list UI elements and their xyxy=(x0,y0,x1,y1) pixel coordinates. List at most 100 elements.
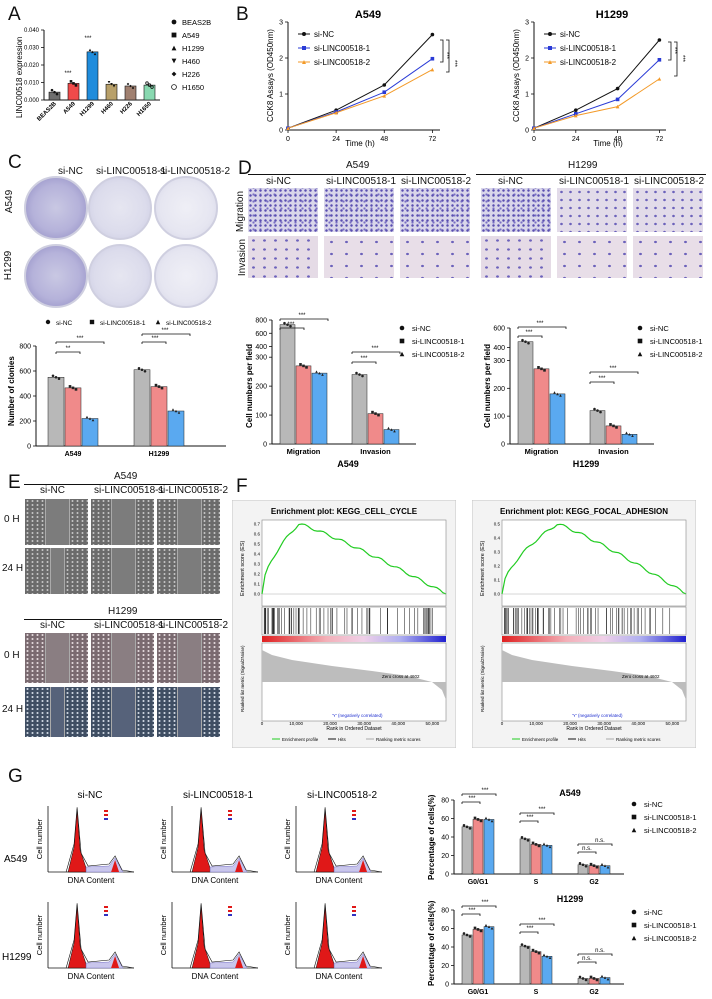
bar-si-LINC00518-1-G0/G1 xyxy=(472,929,484,985)
bar-si-NC-Migration xyxy=(517,341,534,445)
bar-point xyxy=(321,373,324,376)
e-img-a549-si2-24h xyxy=(157,548,220,594)
ytick-label: 400 xyxy=(19,394,31,401)
e-img-h1299-si1-24h xyxy=(91,687,154,737)
g-row-h1299: H1299 xyxy=(2,952,32,963)
d-col-si-nc-a549: si-NC xyxy=(266,176,291,187)
gsea-title-focal-adhesion: Enrichment plot: KEGG_FOCAL_ADHESION xyxy=(500,507,668,516)
b-point xyxy=(430,67,435,72)
bar-point xyxy=(462,824,466,827)
group-label: G0/G1 xyxy=(468,989,489,996)
b-xtick-label: 24 xyxy=(572,136,580,143)
g-hist-g2-peak xyxy=(235,956,244,968)
chart-g-a549-ylabel: Percentage of cells(%) xyxy=(427,794,436,880)
bar-si-LINC00518-2-G0/G1 xyxy=(483,926,495,985)
f2-xtick: 30,000 xyxy=(597,721,611,726)
g-hist-g1-peak xyxy=(191,809,211,873)
g-hist-key xyxy=(352,810,356,812)
chart-c-sig-a549-1: ** xyxy=(66,346,71,352)
a-point xyxy=(91,50,94,54)
bar-point xyxy=(490,926,494,930)
d-img-h1299-nc-mig xyxy=(481,188,551,232)
d-img-a549-nc-inv xyxy=(248,236,318,278)
d-cellline-a549: A549 xyxy=(346,160,370,171)
bar-point xyxy=(603,864,607,867)
g-hist-outline xyxy=(65,807,135,873)
chart-b-sig-h1299-2: *** xyxy=(679,55,685,63)
f1-xtick: 20,000 xyxy=(323,721,337,726)
bar-point xyxy=(595,865,599,869)
ytick-label: 100 xyxy=(255,413,267,420)
e-img-h1299-si2-0h xyxy=(157,633,220,683)
legend-label: si-LINC00518-1 xyxy=(644,921,697,930)
bar-point xyxy=(154,383,158,387)
a-ytick-label: 0.040 xyxy=(24,28,40,34)
gsea-cell-cycle-neg: 'Y' (negatively correlated) xyxy=(332,713,383,718)
gsea-cell-cycle-xlabel: Rank in Ordered Dataset xyxy=(326,726,382,732)
bar-si-LINC00518-2-H1299 xyxy=(167,410,185,447)
e-img-a549-si1-0h xyxy=(91,499,154,545)
b-point xyxy=(574,108,578,112)
chart-g-h1299-sig-2: *** xyxy=(481,900,489,906)
bar-point xyxy=(54,375,58,379)
gsea-cell-cycle-ylabel2: Ranked list metric (Signal2Noise) xyxy=(240,645,245,712)
e-img-a549-nc-0h xyxy=(25,499,88,545)
chart-g-h1299-sig-5: n.s. xyxy=(582,956,592,962)
b-point xyxy=(430,56,435,61)
bar-point xyxy=(143,369,147,373)
b-legend-label: si-LINC00518-1 xyxy=(314,44,371,53)
bar-si-LINC00518-1-Migration xyxy=(533,368,550,445)
bar-si-NC-G0/G1 xyxy=(461,934,473,985)
chart-c-sig-a549-2: *** xyxy=(76,336,84,342)
g-hist-ylabel: Cell number xyxy=(283,818,292,859)
e-img-h1299-si1-0h xyxy=(91,633,154,683)
b-point xyxy=(657,58,662,62)
bar-si-NC-H1299 xyxy=(133,369,151,447)
a-bar-H1299 xyxy=(86,51,99,101)
chart-d-a549-sig-3: *** xyxy=(360,356,368,362)
bar-si-NC-Invasion xyxy=(351,374,368,445)
g-hist-ylabel: Cell number xyxy=(35,914,44,955)
gsea-focal-adhesion-zero: Zero cross at 4602 xyxy=(622,674,660,679)
bar-point xyxy=(487,925,491,928)
group-label: G2 xyxy=(589,879,598,886)
g-hist-key xyxy=(104,914,108,916)
a-point xyxy=(53,90,56,94)
a-point xyxy=(93,52,97,56)
b-line-si-NC xyxy=(533,39,660,129)
bar-si-NC-Migration xyxy=(279,324,296,445)
b-legend-marker xyxy=(302,60,306,64)
g-hist-key xyxy=(104,910,108,912)
b-ytick-label: 3 xyxy=(279,20,283,27)
ytick-label: 80 xyxy=(441,798,449,805)
group-label: H1299 xyxy=(149,451,170,458)
bar-point xyxy=(628,432,631,436)
chart-c-sig-h1299-1: *** xyxy=(151,336,159,342)
d-col-si1-h1299: si-LINC00518-1 xyxy=(559,176,630,187)
legend-label: si-NC xyxy=(644,908,663,917)
gsea-title-cell-cycle: Enrichment plot: KEGG_CELL_CYCLE xyxy=(271,507,418,516)
bar-point xyxy=(609,423,612,426)
c-col-label-si-1: si-LINC00518-1 xyxy=(96,166,167,177)
d-col-si-nc-h1299: si-NC xyxy=(498,176,523,187)
ytick-label: 20 xyxy=(441,963,449,970)
bar-point xyxy=(606,977,610,981)
c-legend-marker xyxy=(89,319,95,325)
e-row-0h-h1299: 0 H xyxy=(4,650,20,661)
legend-label: si-NC xyxy=(412,324,431,333)
bar-point xyxy=(315,370,318,373)
d-col-si2-a549: si-LINC00518-2 xyxy=(401,176,472,187)
group-label: Migration xyxy=(525,447,559,456)
ytick-label: 800 xyxy=(255,318,267,325)
g-hist-key xyxy=(352,906,356,908)
bar-point xyxy=(584,864,588,868)
b-line-si-NC xyxy=(287,34,433,129)
chart-d-h1299-sig-2: *** xyxy=(536,321,544,327)
bar-point xyxy=(91,418,95,422)
gsea-plot-cell-cycle: Enrichment plot: KEGG_CELL_CYCLE 0.7 0.6 0… xyxy=(232,500,456,748)
bar-si-LINC00518-2-G0/G1 xyxy=(483,819,495,875)
bar-point xyxy=(74,388,78,391)
ytick-label: 20 xyxy=(441,853,449,860)
b-legend-label: si-NC xyxy=(560,30,580,39)
g-row-a549: A549 xyxy=(4,854,28,865)
